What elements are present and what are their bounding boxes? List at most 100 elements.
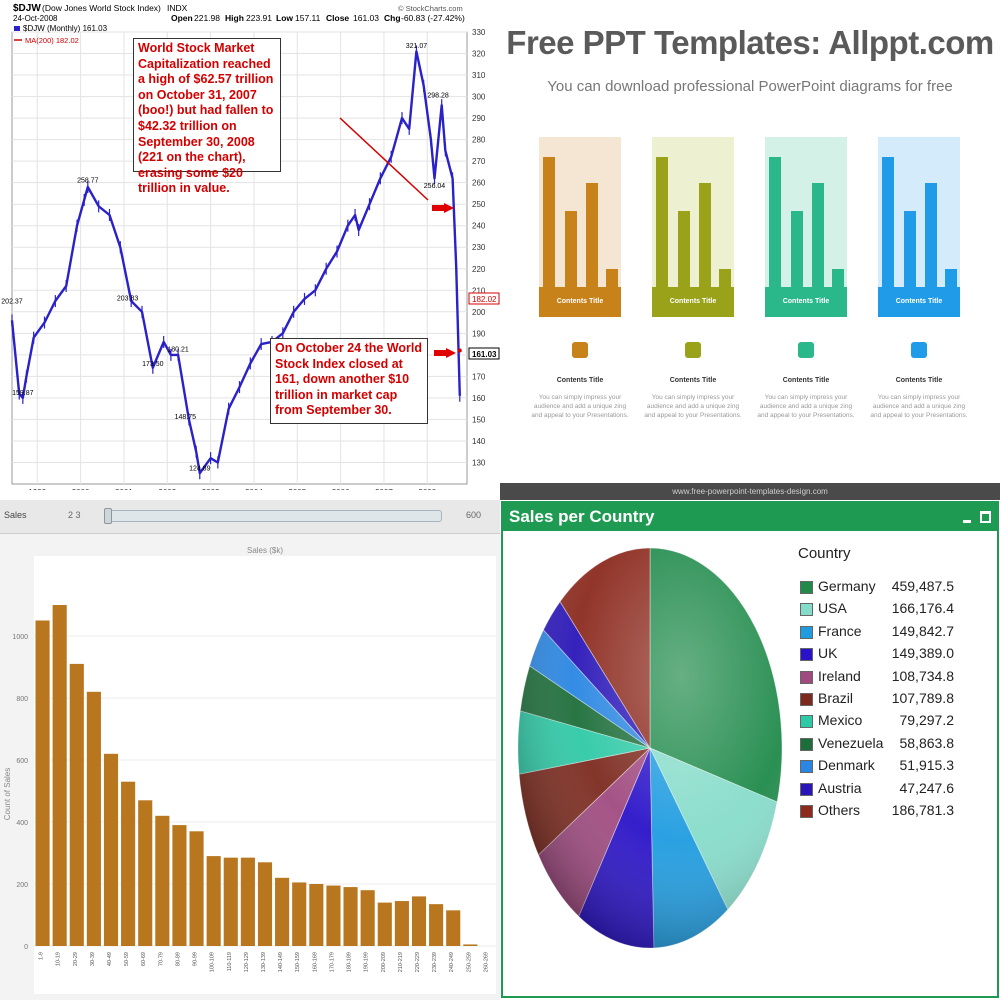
- legend-item[interactable]: Germany 459,487.5: [798, 577, 998, 599]
- legend-item[interactable]: Brazil 107,789.8: [798, 689, 998, 711]
- stock-source: © StockCharts.com: [398, 4, 463, 13]
- legend-swatch: [800, 603, 813, 617]
- pie-panel-title: Sales per Country: [509, 507, 655, 526]
- histogram-y-tick: 200: [16, 882, 28, 889]
- legend-swatch: [800, 648, 813, 662]
- legend-item[interactable]: France 149,842.7: [798, 622, 998, 644]
- stock-y-tick: 160: [472, 394, 486, 403]
- histogram-bar[interactable]: [223, 857, 238, 946]
- histogram-bar[interactable]: [343, 887, 358, 946]
- template-subtitle: You can download professional PowerPoint…: [547, 78, 953, 95]
- grid-icon: [911, 342, 927, 358]
- histogram-bar[interactable]: [240, 857, 255, 946]
- stock-x-tick: 2005: [288, 488, 306, 490]
- stock-chart-panel: 202.37 159.87 258.77 203.83 173.50 180.21 148.…: [0, 0, 500, 490]
- minimize-icon[interactable]: [963, 520, 971, 523]
- histogram-x-tick: 130-139: [261, 952, 267, 972]
- template-panel: Free PPT Templates: Allppt.com You can d…: [500, 0, 1000, 500]
- legend-value: 79,297.2: [899, 712, 955, 729]
- histogram-bar[interactable]: [394, 901, 409, 946]
- legend-swatch: [800, 715, 813, 729]
- stock-y-tick: 130: [472, 458, 486, 467]
- histogram-bar[interactable]: [138, 800, 153, 946]
- maximize-icon[interactable]: [980, 511, 991, 523]
- histogram-x-tick: 240-249: [449, 952, 455, 972]
- legend-label: Others: [818, 801, 861, 818]
- histogram-bar[interactable]: [155, 815, 170, 946]
- legend-swatch: [800, 581, 813, 594]
- stock-open-value: 221.98: [194, 13, 220, 23]
- histogram-y-axis: 0 200 400 600 800 1000: [12, 634, 28, 951]
- histogram-bar[interactable]: [121, 781, 136, 946]
- legend-value: 108,734.8: [891, 667, 954, 684]
- legend-swatch: [800, 670, 813, 684]
- range-slider[interactable]: [106, 510, 442, 522]
- pie-panel-frame: [501, 501, 999, 998]
- legend-item[interactable]: Austria 47,247.6: [798, 779, 998, 801]
- histogram-bar[interactable]: [360, 890, 375, 946]
- pie-panel-header: Sales per Country: [503, 503, 997, 531]
- legend-item[interactable]: USA 166,176.4: [798, 599, 998, 621]
- arrow-marker-2: [446, 348, 456, 358]
- series-legend-label: $DJW (Monthly) 161.03: [23, 24, 108, 33]
- legend-item[interactable]: Others 186,781.3: [798, 801, 998, 823]
- histogram-bar[interactable]: [69, 663, 84, 946]
- histogram-bar[interactable]: [292, 882, 307, 946]
- legend-item[interactable]: Denmark 51,915.3: [798, 756, 998, 778]
- histogram-bar[interactable]: [206, 856, 221, 946]
- legend-swatch: [800, 782, 813, 796]
- histogram-bar[interactable]: [189, 831, 204, 946]
- range-slider-handle[interactable]: [104, 508, 112, 524]
- stock-y-tick: 330: [472, 28, 486, 37]
- histogram-bar[interactable]: [326, 885, 341, 946]
- histogram-bar[interactable]: [86, 691, 101, 946]
- card-bar: [656, 157, 668, 287]
- stock-y-tick: 190: [472, 329, 486, 338]
- histogram-bar[interactable]: [377, 902, 392, 946]
- histogram-x-tick: 200-209: [381, 952, 387, 972]
- histogram-bar[interactable]: [103, 753, 119, 946]
- stock-y-tick: 150: [472, 415, 486, 424]
- stock-x-tick: 2003: [202, 488, 220, 490]
- stock-value-label: 258.77: [77, 177, 99, 184]
- histogram-bar[interactable]: [35, 620, 50, 947]
- histogram-bar[interactable]: [446, 910, 461, 946]
- legend-item[interactable]: UK 149,389.0: [798, 644, 998, 666]
- histogram-x-tick: 140-149: [278, 952, 284, 972]
- legend-swatch: [800, 760, 813, 774]
- histogram-bar[interactable]: [52, 605, 67, 946]
- histogram-x-tick: 80-89: [175, 952, 181, 966]
- stock-close-label: Close: [326, 13, 349, 23]
- histogram-x-tick: 100-109: [210, 952, 216, 972]
- legend-item[interactable]: Ireland 108,734.8: [798, 667, 998, 689]
- bar-chart-icon: [685, 342, 701, 358]
- stock-value-label: 321.07: [406, 43, 428, 50]
- sales-tab[interactable]: Sales: [4, 510, 27, 520]
- histogram-x-tick: 110-119: [227, 952, 233, 971]
- legend-value: 47,247.6: [899, 779, 955, 796]
- legend-label: Brazil: [818, 689, 854, 706]
- legend-item[interactable]: Mexico 79,297.2: [798, 711, 998, 733]
- card-content-title: Contents Title: [556, 377, 604, 384]
- histogram-bar[interactable]: [429, 904, 444, 946]
- histogram-bar[interactable]: [172, 825, 187, 946]
- stock-y-tick: 270: [472, 157, 486, 166]
- legend-item[interactable]: Venezuela 58,863.8: [798, 734, 998, 756]
- legend-label: Mexico: [818, 712, 863, 729]
- legend-value: 149,389.0: [891, 645, 954, 662]
- card-description: You can simply impress your audience and…: [757, 394, 855, 419]
- card-bar: [904, 211, 916, 287]
- histogram-y-tick: 0: [24, 944, 28, 951]
- histogram-x-tick: 260-269: [483, 952, 489, 972]
- card-bar-chart: [543, 157, 618, 287]
- stock-y-tick: 240: [472, 222, 486, 231]
- histogram-bar[interactable]: [411, 896, 427, 946]
- histogram-bar[interactable]: [463, 944, 478, 946]
- histogram-bar[interactable]: [275, 877, 290, 946]
- stock-y-tick: 210: [472, 286, 486, 295]
- histogram-bar[interactable]: [309, 884, 324, 946]
- histogram-bar[interactable]: [257, 862, 273, 946]
- stock-y-tick: 170: [472, 372, 486, 381]
- stock-value-label: 180.21: [167, 346, 189, 353]
